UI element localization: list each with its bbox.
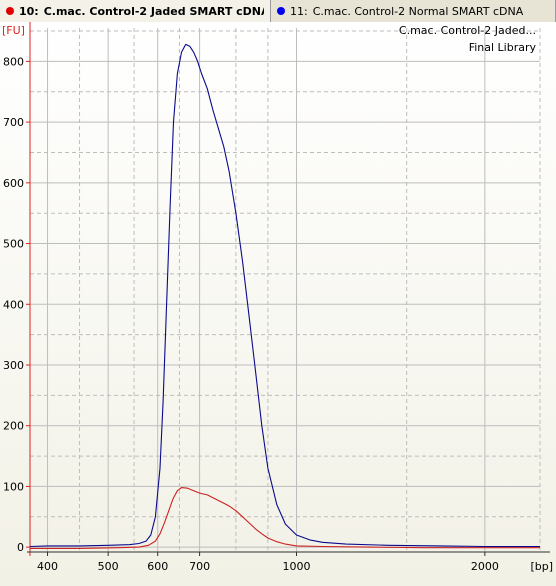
red-dot-icon xyxy=(6,7,14,15)
tab-index: 10: xyxy=(19,4,39,18)
y-tick-label: 800 xyxy=(3,55,24,68)
x-tick-label: 1000 xyxy=(283,560,311,573)
y-tick-label: 500 xyxy=(3,238,24,251)
x-tick-label: 500 xyxy=(98,560,119,573)
y-tick-label: 600 xyxy=(3,177,24,190)
y-tick-label: 400 xyxy=(3,298,24,311)
tab-label: C.mac. Control-2 Normal SMART cDNA xyxy=(312,4,524,18)
series-line-0 xyxy=(29,43,540,548)
legend-entry-0: C.mac. Control-2 Jaded... xyxy=(399,24,536,37)
x-tick-label: 2000 xyxy=(471,560,499,573)
tab-sample-11[interactable]: 11: C.mac. Control-2 Normal SMART cDNA xyxy=(271,0,556,22)
tab-index: 11: xyxy=(290,4,308,18)
y-tick-label: 100 xyxy=(3,480,24,493)
tab-sample-10[interactable]: 10: C.mac. Control-2 Jaded SMART cDNA J.… xyxy=(0,0,271,22)
x-tick-label: 600 xyxy=(147,560,168,573)
legend-entry-1: Final Library xyxy=(469,41,537,54)
y-axis-unit-label: [FU] xyxy=(2,24,25,37)
x-axis-unit-label: [bp] xyxy=(530,560,553,573)
x-tick-label: 700 xyxy=(189,560,210,573)
series-line-1 xyxy=(30,487,540,549)
sample-tab-bar: 10: C.mac. Control-2 Jaded SMART cDNA J.… xyxy=(0,0,556,23)
blue-dot-icon xyxy=(277,7,285,15)
y-tick-label: 0 xyxy=(17,541,24,554)
tab-label: C.mac. Control-2 Jaded SMART cDNA J... xyxy=(43,4,264,18)
y-tick-label: 300 xyxy=(3,359,24,372)
electropherogram-chart[interactable]: 0 100 200 300 400 500 600 700 800 [FU] 400 500 600 70… xyxy=(0,22,556,586)
y-tick-label: 700 xyxy=(3,116,24,129)
x-tick-label: 400 xyxy=(37,560,58,573)
y-tick-label: 200 xyxy=(3,420,24,433)
